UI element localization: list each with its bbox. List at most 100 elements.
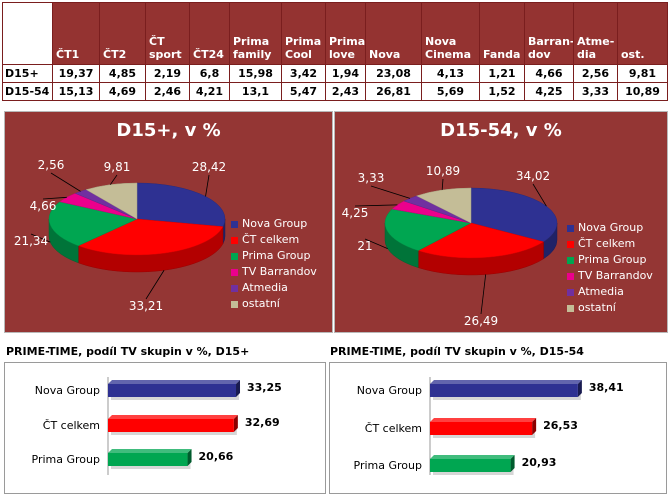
channel-share-table: ČT1 ČT2 ČT sport ČT24 Prima family Prima Cool… [2,2,668,101]
bar-category-label: Nova Group [357,384,422,397]
legend-item: Prima Group [567,252,653,268]
bar-category-label: Prima Group [32,453,100,466]
legend-swatch [231,300,238,308]
legend-label: Atmedia [242,281,288,294]
legend-label: Atmedia [578,285,624,298]
legend-label: ostatní [242,297,280,310]
pie-value-label: 21 [357,239,372,253]
channel-header: Prima love [325,2,366,65]
legend-swatch [231,236,238,244]
share-cell: 4,69 [99,82,146,101]
legend-swatch [231,252,238,260]
leader-line [109,174,118,185]
channel-header: Nova [365,2,422,65]
bar [108,419,234,432]
pie-slice [77,218,224,256]
bar [430,459,511,472]
bar [430,384,578,397]
bar [430,422,533,435]
share-cell: 1,94 [325,64,366,83]
share-cell: 4,66 [524,64,574,83]
legend-swatch [231,284,238,292]
legend-swatch [567,272,574,280]
bar-top [108,415,238,419]
legend-label: Prima Group [242,249,311,262]
share-cell: 13,1 [229,82,282,101]
share-cell: 1,52 [479,82,525,101]
channel-header: Nova Cinema [421,2,480,65]
legend-label: Nova Group [242,217,308,230]
share-cell: 4,21 [189,82,230,101]
leader-line [50,172,81,192]
channel-header: ost. [617,2,668,65]
legend-label: TV Barrandov [242,265,317,278]
leader-line [532,183,547,207]
bar-value-label: 20,66 [199,450,234,463]
bar-side [236,380,241,397]
table-corner-cell [2,2,53,65]
legend-label: Prima Group [578,253,647,266]
legend-swatch [567,224,574,232]
channel-header: Barran- dov [524,2,574,65]
table-row: D15+ 19,37 4,85 2,19 6,8 15,98 3,42 1,94 23,08 4,… [2,64,668,83]
share-cell: 5,69 [421,82,480,101]
bar-top [430,455,515,459]
legend-label: Nova Group [578,221,644,234]
pie-slice [417,222,545,259]
bar-chart-d1554: Nova Group 38,41 ČT celkem 26,53 Prima Group… [354,377,624,475]
share-cell: 6,8 [189,64,230,83]
pie-slice [85,182,138,220]
bar-panel-d1554: Nova Group 38,41 ČT celkem 26,53 Prima Group… [329,362,667,494]
pie-value-label: 33,21 [129,299,163,313]
pie-value-label: 3,33 [358,171,385,185]
channel-header: ČT24 [189,2,230,65]
share-cell: 19,37 [52,64,100,83]
pie-slice [48,201,138,247]
pie-value-label: 4,25 [342,206,369,220]
pie-value-label: 10,89 [426,164,460,178]
channel-header: Prima family [229,2,282,65]
share-cell: 4,25 [524,82,574,101]
channel-header: Prima Cool [281,2,326,65]
leader-line [441,178,444,191]
channel-header: ČT sport [145,2,190,65]
leader-line [205,174,210,197]
legend-item: ČT celkem [231,232,317,248]
row-label: D15+ [2,64,53,83]
bar-chart-d15: Nova Group 33,25 ČT celkem 32,69 Prima Group… [32,377,282,475]
legend-swatch [231,268,238,276]
bar-panel-d15: Nova Group 33,25 ČT celkem 32,69 Prima Group… [4,362,326,494]
bar-top [108,380,241,384]
legend-item: Nova Group [567,220,653,236]
share-cell: 3,33 [573,82,618,101]
table-header-row: ČT1 ČT2 ČT sport ČT24 Prima family Prima Cool… [2,2,668,65]
leader-line [145,270,165,300]
bar-top [108,449,192,453]
legend-item: ČT celkem [567,236,653,252]
channel-header: Atme- dia [573,2,618,65]
bar [108,384,237,397]
pie-value-label: 4,66 [30,199,57,213]
leader-line [354,204,398,207]
bar [108,453,188,466]
pie-value-label: 28,42 [192,160,226,174]
pie-panel-d15: D15+, v % 28,42 33,21 21,34 4,66 2,56 9,81 No… [4,111,333,333]
bar-value-label: 33,25 [247,381,282,394]
share-cell: 26,81 [365,82,422,101]
bar-value-label: 20,93 [522,456,557,469]
bar-value-label: 26,53 [543,419,578,432]
share-cell: 2,46 [145,82,190,101]
share-cell: 2,19 [145,64,190,83]
pie-panel-d1554: D15-54, v % 34,02 26,49 21 4,25 3,33 10,89 No… [334,111,668,333]
legend-label: ostatní [578,301,616,314]
share-cell: 15,13 [52,82,100,101]
pie-legend: Nova Group ČT celkem Prima Group TV Barrand… [567,220,653,316]
legend-item: Prima Group [231,248,317,264]
bar-top [430,380,582,384]
share-cell: 4,85 [99,64,146,83]
bar-category-label: ČT celkem [365,422,422,435]
row-label: D15-54 [2,82,53,101]
bar-category-label: Nova Group [35,384,100,397]
share-cell: 3,42 [281,64,326,83]
share-cell: 5,47 [281,82,326,101]
